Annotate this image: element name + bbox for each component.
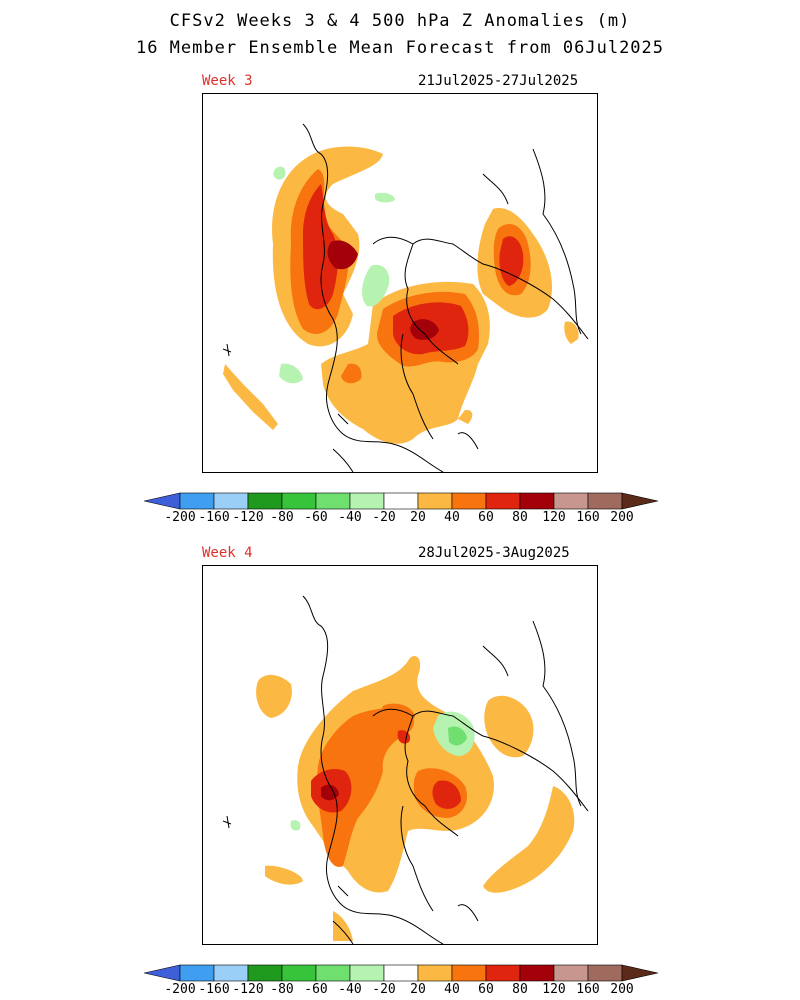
week3-colorbar-swatch-13: [587, 492, 623, 510]
week3-anomaly-80-120: [327, 240, 439, 340]
week3-colorbar-swatch-12: [553, 492, 589, 510]
week3-colorbar-swatch-3: [247, 492, 283, 510]
week4-colorbar-tick-label: -60: [304, 982, 328, 997]
week3-colorbar: -200 -160 -120 -80 -60 -40 -20 20 40 60 80 120 160 20…: [143, 492, 659, 528]
week4-colorbar-swatch-1: [179, 964, 215, 982]
week3-label: Week 3: [202, 73, 253, 89]
week3-colorbar-swatch-11: [519, 492, 555, 510]
week4-colorbar-tick-label: 160: [576, 982, 600, 997]
week3-colorbar-tick-label: 80: [512, 510, 528, 525]
week4-colorbar-tick-label: 60: [478, 982, 494, 997]
week4-map: [202, 565, 598, 945]
week4-colorbar-swatch-7: [383, 964, 419, 982]
week3-map: [202, 93, 598, 473]
week3-colorbar-tick-label: -80: [270, 510, 294, 525]
week4-colorbar-swatch-14: [621, 964, 659, 982]
week4-colorbar-tick-label: 200: [610, 982, 634, 997]
week3-colorbar-tick-label: 120: [542, 510, 566, 525]
title-line-2: 16 Member Ensemble Mean Forecast from 06…: [135, 38, 665, 58]
week4-colorbar-swatch-4: [281, 964, 317, 982]
week4-colorbar-swatch-5: [315, 964, 351, 982]
week3-colorbar-tick-label: 160: [576, 510, 600, 525]
week3-colorbar-labels: -200 -160 -120 -80 -60 -40 -20 20 40 60 80 120 160 20…: [144, 510, 658, 526]
week3-colorbar-swatch-6: [349, 492, 385, 510]
week3-colorbar-tick-label: -60: [304, 510, 328, 525]
week4-colorbar-tick-label: 40: [444, 982, 460, 997]
title-line-1: CFSv2 Weeks 3 & 4 500 hPa Z Anomalies (m…: [169, 11, 631, 31]
week4-colorbar-swatch-12: [553, 964, 589, 982]
week4-colorbar-tick-label: -160: [198, 982, 230, 997]
week3-colorbar-swatch-8: [417, 492, 453, 510]
week4-coastlines: [222, 595, 589, 944]
week3-anomaly-20-40: [223, 146, 579, 444]
week3-colorbar-tick-label: 20: [410, 510, 426, 525]
week4-colorbar-swatch-8: [417, 964, 453, 982]
week3-colorbar-tick-label: -200: [164, 510, 196, 525]
week4-colorbar-tick-label: -80: [270, 982, 294, 997]
week4-anomaly-80-120: [321, 784, 339, 801]
week4-colorbar-swatch-11: [519, 964, 555, 982]
week3-coastlines: [222, 123, 589, 472]
week3-colorbar-tick-label: 60: [478, 510, 494, 525]
week3-colorbar-swatch-5: [315, 492, 351, 510]
week3-colorbar-swatch-0: [143, 492, 181, 510]
week3-colorbar-swatch-10: [485, 492, 521, 510]
week4-colorbar-tick-label: -20: [372, 982, 396, 997]
week3-colorbar-tick-label: 200: [610, 510, 634, 525]
week4-colorbar-tick-label: 120: [542, 982, 566, 997]
week3-colorbar-swatch-4: [281, 492, 317, 510]
week4-colorbar-tick-label: -40: [338, 982, 362, 997]
week4-label: Week 4: [202, 545, 253, 561]
week4-anomaly-neg-strong: [448, 726, 467, 746]
week3-colorbar-tick-label: -20: [372, 510, 396, 525]
week4-colorbar-tick-label: -200: [164, 982, 196, 997]
week4-colorbar-labels: -200 -160 -120 -80 -60 -40 -20 20 40 60 80 120 160 20…: [144, 982, 658, 998]
week3-colorbar-tick-label: -160: [198, 510, 230, 525]
week3-colorbar-tick-label: -120: [232, 510, 264, 525]
week3-colorbar-swatch-9: [451, 492, 487, 510]
week4-colorbar: -200 -160 -120 -80 -60 -40 -20 20 40 60 80 120 160 20…: [143, 964, 659, 1000]
week3-colorbar-swatch-1: [179, 492, 215, 510]
week4-colorbar-swatch-10: [485, 964, 521, 982]
week4-colorbar-swatch-6: [349, 964, 385, 982]
week3-anomaly-neg: [273, 166, 395, 384]
week3-colorbar-swatch-2: [213, 492, 249, 510]
week3-date-range: 21Jul2025-27Jul2025: [418, 73, 579, 89]
week4-colorbar-tick-label: 80: [512, 982, 528, 997]
week4-colorbar-swatch-0: [143, 964, 181, 982]
week3-colorbar-swatches: [143, 492, 659, 510]
week4-anomaly-20-40: [256, 656, 575, 941]
week3-colorbar-tick-label: 40: [444, 510, 460, 525]
week3-colorbar-swatch-7: [383, 492, 419, 510]
week3-colorbar-tick-label: -40: [338, 510, 362, 525]
week4-colorbar-tick-label: 20: [410, 982, 426, 997]
week4-colorbar-tick-label: -120: [232, 982, 264, 997]
week4-colorbar-swatch-9: [451, 964, 487, 982]
week3-colorbar-swatch-14: [621, 492, 659, 510]
week4-colorbar-swatches: [143, 964, 659, 982]
week4-colorbar-swatch-13: [587, 964, 623, 982]
week4-date-range: 28Jul2025-3Aug2025: [418, 545, 570, 561]
week4-colorbar-swatch-3: [247, 964, 283, 982]
week4-colorbar-swatch-2: [213, 964, 249, 982]
